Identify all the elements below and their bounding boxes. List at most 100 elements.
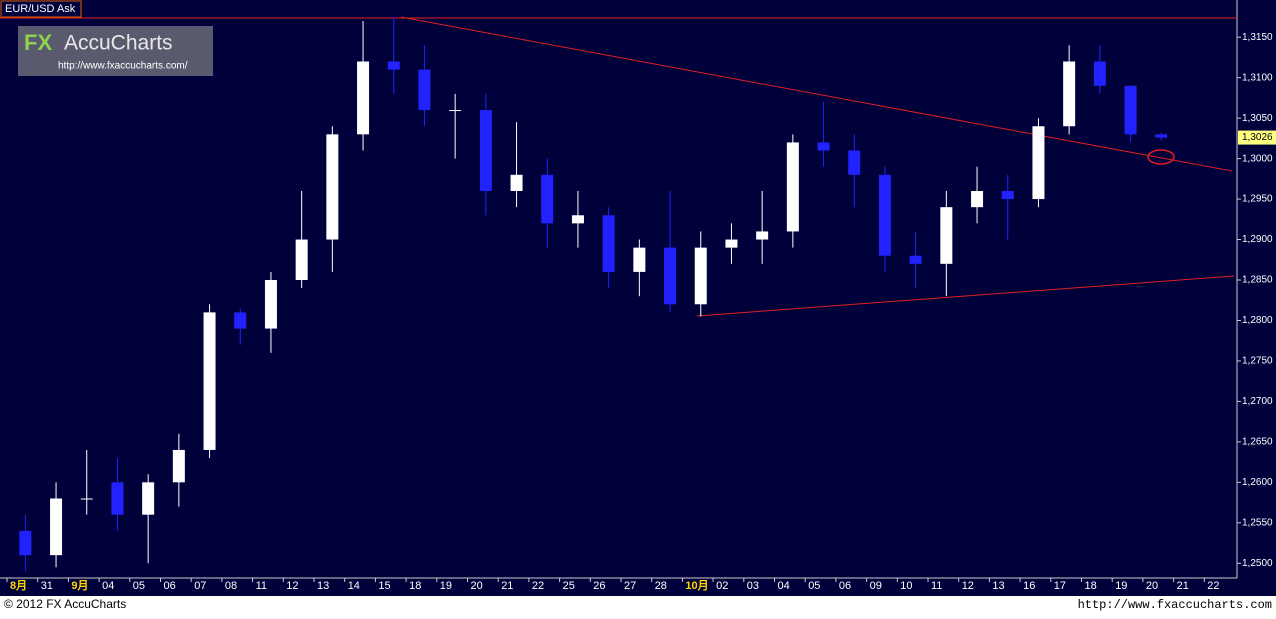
x-tick-label: 05	[808, 580, 820, 592]
x-tick-label: 18	[1085, 580, 1097, 592]
y-tick-label: 1,2850	[1242, 275, 1273, 286]
y-tick-label: 1,2550	[1242, 517, 1273, 528]
logo-box	[18, 26, 213, 76]
logo-prefix: FX	[24, 30, 52, 55]
candle-body	[479, 110, 492, 191]
x-tick-label: 21	[501, 580, 513, 592]
last-price-box	[1238, 130, 1276, 145]
x-tick-label: 19	[1115, 580, 1127, 592]
x-tick-label: 22	[1207, 580, 1219, 592]
y-tick-label: 1,3050	[1242, 113, 1273, 124]
candle-body	[357, 61, 370, 135]
candle-body	[1063, 61, 1076, 127]
trend-line-upper	[400, 16, 1233, 172]
candle-body	[1093, 61, 1106, 86]
candle-body	[19, 530, 32, 556]
candle-body	[786, 142, 799, 232]
x-tick-label: 04	[778, 580, 790, 592]
candle-body	[295, 239, 308, 281]
x-tick-label: 13	[317, 580, 329, 592]
x-tick-label: 9月	[71, 579, 88, 592]
x-tick-label: 04	[102, 580, 114, 592]
y-tick-label: 1,2600	[1242, 477, 1273, 488]
x-tick-label: 27	[624, 580, 636, 592]
x-tick-label: 13	[992, 580, 1004, 592]
y-tick-label: 1,2900	[1242, 234, 1273, 245]
candle-body	[971, 190, 984, 208]
candle-body	[326, 134, 339, 240]
x-tick-label: 14	[348, 580, 360, 592]
candle-body	[264, 280, 277, 329]
candle-body	[111, 482, 124, 515]
x-tick-label: 12	[286, 580, 298, 592]
candle-body	[541, 174, 554, 224]
candle-body	[418, 69, 431, 111]
y-tick-label: 1,2500	[1242, 558, 1273, 569]
x-tick-label: 12	[962, 580, 974, 592]
candle-body	[1001, 190, 1014, 200]
candle-body	[142, 482, 155, 515]
trend-line-lower	[696, 275, 1235, 317]
x-tick-label: 11	[931, 580, 942, 592]
x-tick-label: 28	[655, 580, 667, 592]
x-tick-label: 05	[133, 580, 145, 592]
x-tick-label: 20	[1146, 580, 1158, 592]
x-tick-label: 20	[471, 580, 483, 592]
x-tick-label: 09	[870, 580, 882, 592]
y-tick-label: 1,3100	[1242, 72, 1273, 83]
title-box	[0, 0, 82, 18]
y-tick-label: 1,2650	[1242, 436, 1273, 447]
candle-body	[878, 174, 891, 256]
y-tick-label: 1,2950	[1242, 194, 1273, 205]
y-tick-label: 1,2750	[1242, 356, 1273, 367]
x-tick-label: 22	[532, 580, 544, 592]
logo-brand: AccuCharts	[64, 32, 173, 55]
x-tick-label: 03	[747, 580, 759, 592]
x-tick-label: 08	[225, 580, 237, 592]
x-tick-label: 10月	[685, 579, 708, 592]
candle-body	[940, 207, 953, 264]
candle-body	[203, 312, 216, 450]
logo-url: http://www.fxaccucharts.com/	[58, 61, 188, 72]
x-tick-label: 06	[839, 580, 851, 592]
x-tick-label: 10	[900, 580, 912, 592]
highlight-ellipse	[1147, 149, 1175, 165]
candle-body	[1124, 85, 1137, 135]
x-tick-label: 31	[41, 580, 53, 592]
candle-body	[510, 174, 523, 191]
last-price-label: 1,3026	[1242, 132, 1273, 143]
x-tick-label: 16	[1023, 580, 1035, 592]
footer-copyright: © 2012 FX AccuCharts	[4, 597, 126, 611]
candle-body	[602, 215, 615, 272]
candle-body	[1155, 134, 1168, 138]
footer-url: http://www.fxaccucharts.com	[1078, 598, 1272, 612]
candle-body	[725, 239, 738, 248]
y-tick-label: 1,2800	[1242, 315, 1273, 326]
candle-body	[571, 215, 584, 224]
x-tick-label: 19	[440, 580, 452, 592]
candle-body	[756, 231, 769, 240]
candle-body	[234, 312, 247, 329]
y-tick-label: 1,2700	[1242, 396, 1273, 407]
x-tick-label: 17	[1054, 580, 1066, 592]
y-tick-label: 1,3150	[1242, 32, 1273, 43]
candle-body	[633, 247, 646, 272]
candle-body	[694, 247, 707, 305]
x-tick-label: 11	[256, 580, 267, 592]
candle-body	[387, 61, 400, 70]
candle-body	[80, 498, 93, 500]
x-tick-label: 06	[164, 580, 176, 592]
x-tick-label: 07	[194, 580, 206, 592]
candle-body	[1032, 126, 1045, 200]
x-tick-label: 8月	[10, 579, 27, 592]
candle-body	[172, 449, 185, 483]
plot-background	[0, 0, 1276, 596]
x-tick-label: 26	[593, 580, 605, 592]
x-tick-label: 02	[716, 580, 728, 592]
x-tick-label: 21	[1177, 580, 1189, 592]
x-tick-label: 25	[563, 580, 575, 592]
x-tick-label: 18	[409, 580, 421, 592]
footer	[0, 597, 1276, 614]
candle-body	[848, 150, 861, 175]
